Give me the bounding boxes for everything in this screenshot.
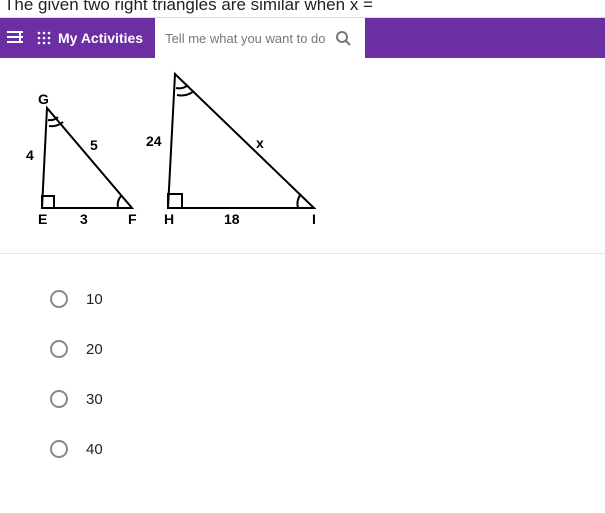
- option-2[interactable]: 30: [50, 374, 605, 424]
- vertex-g-label: G: [38, 91, 49, 107]
- diagram: G E F 4 5 3 H I 24 x 18: [0, 58, 605, 253]
- option-label: 40: [86, 441, 103, 458]
- question-text: The given two right triangles are simila…: [0, 0, 605, 18]
- my-activities-label: My Activities: [58, 30, 143, 46]
- toolbar: My Activities: [0, 18, 605, 58]
- radio-icon: [50, 290, 68, 308]
- my-activities-button[interactable]: My Activities: [30, 18, 155, 58]
- option-3[interactable]: 40: [50, 424, 605, 474]
- hamburger-icon: [7, 31, 23, 45]
- triangle-hi: H I 24 x 18: [146, 74, 316, 227]
- option-label: 30: [86, 391, 103, 408]
- option-0[interactable]: 10: [50, 274, 605, 324]
- search-input[interactable]: [165, 31, 335, 46]
- side-base-label: 18: [224, 211, 240, 227]
- radio-icon: [50, 340, 68, 358]
- answer-options: 10 20 30 40: [0, 253, 605, 474]
- search-box[interactable]: [155, 18, 365, 58]
- option-label: 10: [86, 291, 103, 308]
- side-ef-label: 3: [80, 211, 88, 227]
- vertex-h-label: H: [164, 211, 174, 227]
- side-hyp-label: x: [256, 135, 264, 151]
- vertex-e-label: E: [38, 211, 47, 227]
- toolbar-spacer: [365, 18, 605, 58]
- vertex-i-label: I: [312, 211, 316, 227]
- side-ge-label: 4: [26, 147, 34, 163]
- radio-icon: [50, 390, 68, 408]
- vertex-f-label: F: [128, 211, 137, 227]
- side-vert-label: 24: [146, 133, 162, 149]
- option-label: 20: [86, 341, 103, 358]
- option-1[interactable]: 20: [50, 324, 605, 374]
- radio-icon: [50, 440, 68, 458]
- search-icon: [335, 30, 351, 46]
- side-gf-label: 5: [90, 137, 98, 153]
- menu-button[interactable]: [0, 18, 30, 58]
- triangle-gef: G E F 4 5 3: [26, 91, 137, 227]
- apps-icon: [36, 30, 52, 46]
